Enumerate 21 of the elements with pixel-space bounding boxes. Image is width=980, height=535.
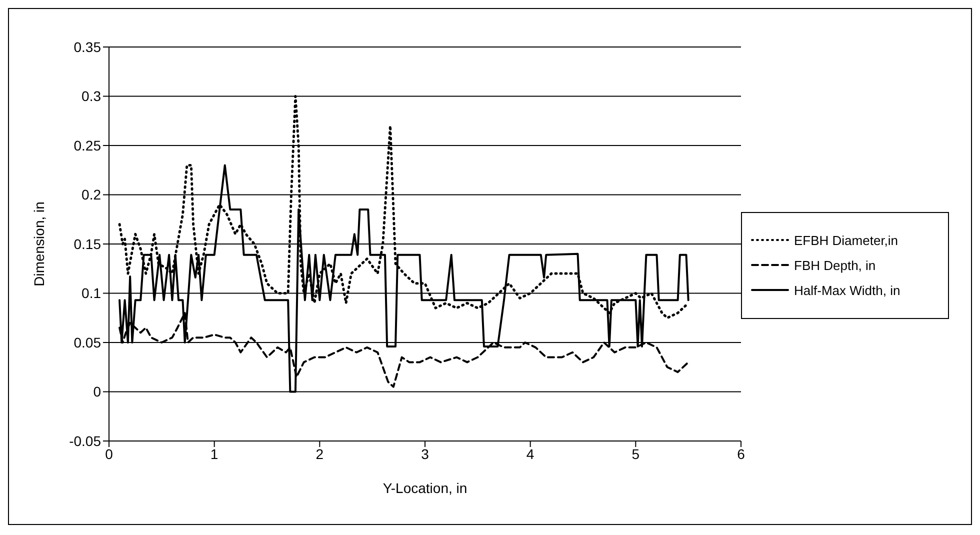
y-tick-label: 0.1 [82,285,102,302]
x-tick-label: 4 [526,446,534,462]
y-tick-label: 0.15 [74,236,102,252]
y-tick-label: 0.25 [74,137,102,154]
y-tick-label: 0.3 [82,88,102,104]
x-tick-label: 6 [737,446,746,462]
legend-label: Half-Max Width, in [794,282,902,298]
y-tick-label: 0 [93,384,102,400]
y-axis-title: Dimension, in [30,202,47,286]
y-tick-label: 0.35 [74,38,102,55]
x-tick-label: 3 [421,446,430,462]
y-tick-label: -0.05 [69,432,102,449]
x-tick-label: 0 [105,446,114,462]
x-axis-title: Y-Location, in [382,480,468,496]
x-tick-label: 1 [210,446,218,462]
x-tick-label: 2 [316,446,324,462]
legend-label: FBH Depth, in [794,258,877,272]
y-tick-label: 0.05 [74,334,102,350]
y-tick-label: 0.2 [82,186,102,203]
legend-label: EFBH Diameter,in [794,232,900,248]
x-tick-label: 5 [632,446,640,462]
